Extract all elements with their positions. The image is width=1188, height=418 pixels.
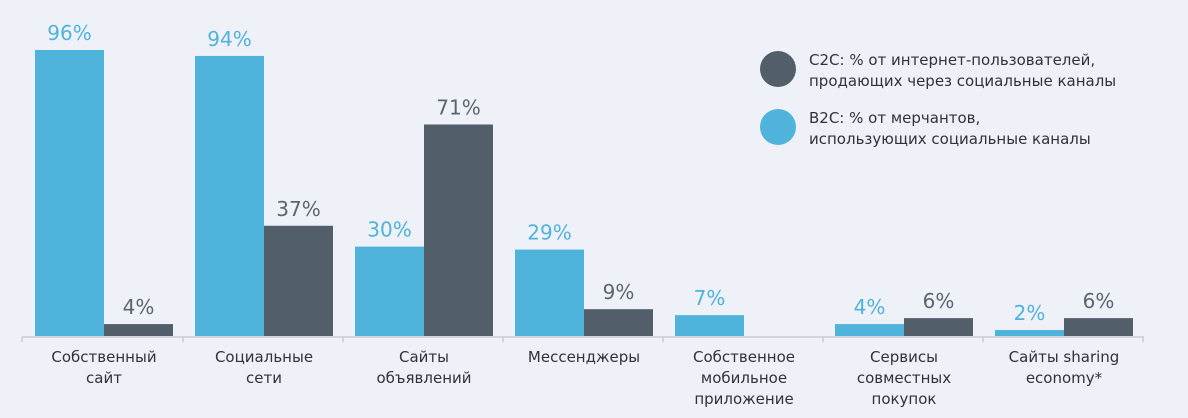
- data-label: 4%: [123, 295, 155, 319]
- bar-b2c: [355, 246, 424, 336]
- category-label: Собственный: [51, 348, 156, 366]
- data-label: 6%: [923, 289, 955, 313]
- bar-b2c: [515, 249, 584, 336]
- category-label: сети: [246, 369, 282, 387]
- category-label: сайт: [86, 369, 122, 387]
- data-label: 71%: [436, 95, 480, 119]
- category-label: Мессенджеры: [528, 348, 640, 366]
- category-label: приложение: [694, 390, 793, 408]
- category-label: Собственное: [693, 348, 795, 366]
- category-label: Сайты: [399, 348, 449, 366]
- bar-c2c: [264, 225, 333, 336]
- category-label: объявлений: [376, 369, 471, 387]
- bar-b2c: [995, 330, 1064, 336]
- data-label: 7%: [694, 286, 726, 310]
- data-label: 30%: [367, 218, 411, 242]
- legend-marker-b2c: [760, 109, 796, 145]
- legend-label: использующих социальные каналы: [809, 130, 1091, 148]
- legend-marker-c2c: [760, 51, 796, 87]
- category-label: Сайты sharing: [1009, 348, 1120, 366]
- category-label: Социальные: [215, 348, 313, 366]
- category-label: economy*: [1026, 369, 1103, 387]
- data-label: 4%: [854, 295, 886, 319]
- category-label: покупок: [872, 390, 937, 408]
- category-label: Сервисы: [870, 348, 938, 366]
- data-label: 96%: [47, 21, 91, 45]
- bar-b2c: [195, 55, 264, 336]
- data-label: 2%: [1014, 301, 1046, 325]
- data-label: 9%: [603, 280, 635, 304]
- bar-c2c: [424, 124, 493, 337]
- bar-c2c: [584, 309, 653, 336]
- data-label: 6%: [1083, 289, 1115, 313]
- bar-b2c: [675, 315, 744, 336]
- bar-c2c: [904, 318, 973, 336]
- bar-c2c: [104, 324, 173, 336]
- legend-label: продающих через социальные каналы: [809, 72, 1116, 90]
- category-label: мобильное: [701, 369, 787, 387]
- bar-b2c: [835, 324, 904, 336]
- category-label: совместных: [857, 369, 951, 387]
- legend-label: C2C: % от интернет-пользователей,: [809, 51, 1095, 69]
- legend-label: B2C: % от мерчантов,: [809, 109, 980, 127]
- data-label: 94%: [207, 27, 251, 51]
- bar-c2c: [1064, 318, 1133, 336]
- data-label: 37%: [276, 197, 320, 221]
- data-label: 29%: [527, 221, 571, 245]
- bar-b2c: [35, 50, 104, 336]
